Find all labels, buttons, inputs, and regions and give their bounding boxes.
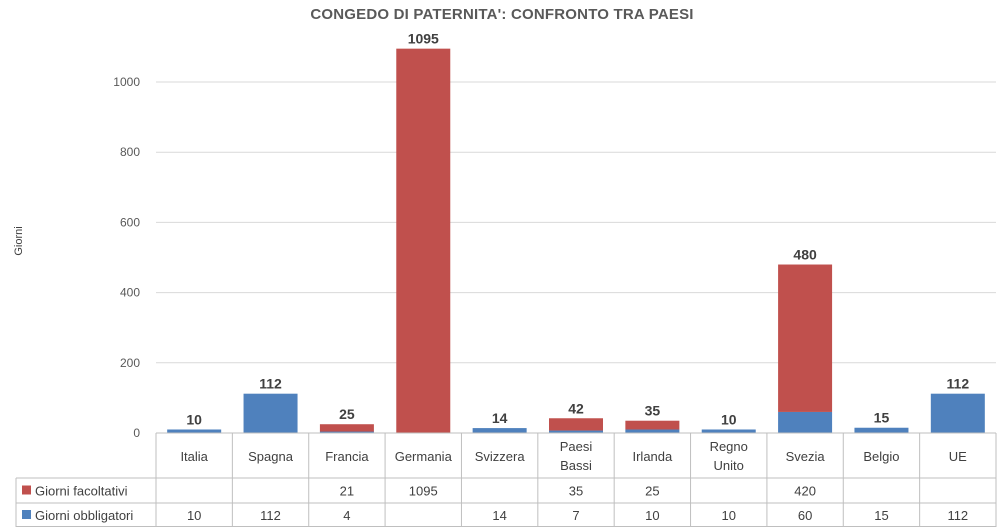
table-value: 35 (569, 484, 583, 499)
category-label: Regno (710, 439, 748, 454)
table-value: 420 (794, 484, 816, 499)
total-data-label: 480 (793, 247, 817, 263)
table-value: 112 (947, 508, 968, 523)
bar-giorni-obbligatori (167, 429, 222, 433)
bar-giorni-obbligatori (930, 393, 985, 433)
table-value: 7 (572, 508, 579, 523)
table-value: 10 (721, 508, 735, 523)
table-value: 10 (187, 508, 201, 523)
category-label: UE (949, 449, 967, 464)
bar-giorni-obbligatori (778, 411, 833, 433)
y-tick-label: 0 (133, 426, 140, 440)
total-data-label: 112 (259, 376, 282, 392)
bar-giorni-obbligatori (319, 431, 374, 433)
category-label: Unito (714, 458, 744, 473)
category-label: Italia (180, 449, 208, 464)
legend-entry: Giorni facoltativi (35, 484, 128, 499)
category-label: Bassi (560, 458, 592, 473)
total-data-label: 25 (339, 406, 355, 422)
bar-giorni-facoltativi (625, 420, 680, 430)
table-value: 112 (260, 508, 281, 523)
category-label: Paesi (560, 439, 593, 454)
table-value: 21 (340, 484, 354, 499)
table-value: 4 (343, 508, 350, 523)
table-value: 14 (492, 508, 506, 523)
bar-giorni-facoltativi (319, 424, 374, 432)
bar-giorni-obbligatori (854, 427, 909, 433)
table-value: 1095 (409, 484, 438, 499)
y-tick-label: 1000 (113, 75, 140, 89)
legend-entry: Giorni obbligatori (35, 508, 133, 523)
y-tick-label: 800 (120, 145, 140, 159)
category-label: Irlanda (632, 449, 673, 464)
category-label: Svezia (786, 449, 826, 464)
table-value: 15 (874, 508, 888, 523)
category-label: Spagna (248, 449, 294, 464)
category-label: Germania (395, 449, 453, 464)
bar-giorni-facoltativi (778, 264, 833, 412)
total-data-label: 112 (947, 376, 970, 392)
total-data-label: 15 (874, 410, 890, 426)
category-label: Svizzera (475, 449, 526, 464)
bar-giorni-facoltativi (396, 48, 451, 433)
legend-key (22, 510, 31, 519)
total-data-label: 35 (645, 403, 661, 419)
total-data-label: 10 (721, 411, 737, 427)
total-data-label: 10 (186, 411, 202, 427)
bar-giorni-facoltativi (549, 418, 603, 431)
total-data-label: 14 (492, 410, 508, 426)
y-tick-label: 400 (120, 286, 140, 300)
category-label: Francia (325, 449, 369, 464)
legend-key (22, 485, 31, 495)
total-data-label: 1095 (408, 31, 439, 47)
y-tick-label: 200 (120, 356, 140, 370)
table-value: 60 (798, 508, 812, 523)
total-data-label: 42 (568, 400, 584, 416)
table-value: 25 (645, 484, 659, 499)
bar-giorni-obbligatori (625, 429, 680, 433)
y-tick-label: 600 (120, 215, 140, 229)
category-label: Belgio (863, 449, 899, 464)
table-value: 10 (645, 508, 659, 523)
bar-giorni-obbligatori (243, 393, 298, 433)
bar-giorni-obbligatori (701, 429, 756, 433)
bar-giorni-obbligatori (472, 428, 527, 433)
chart-title: CONGEDO DI PATERNITA': CONFRONTO TRA PAE… (310, 6, 694, 23)
bar-giorni-obbligatori (549, 430, 603, 433)
